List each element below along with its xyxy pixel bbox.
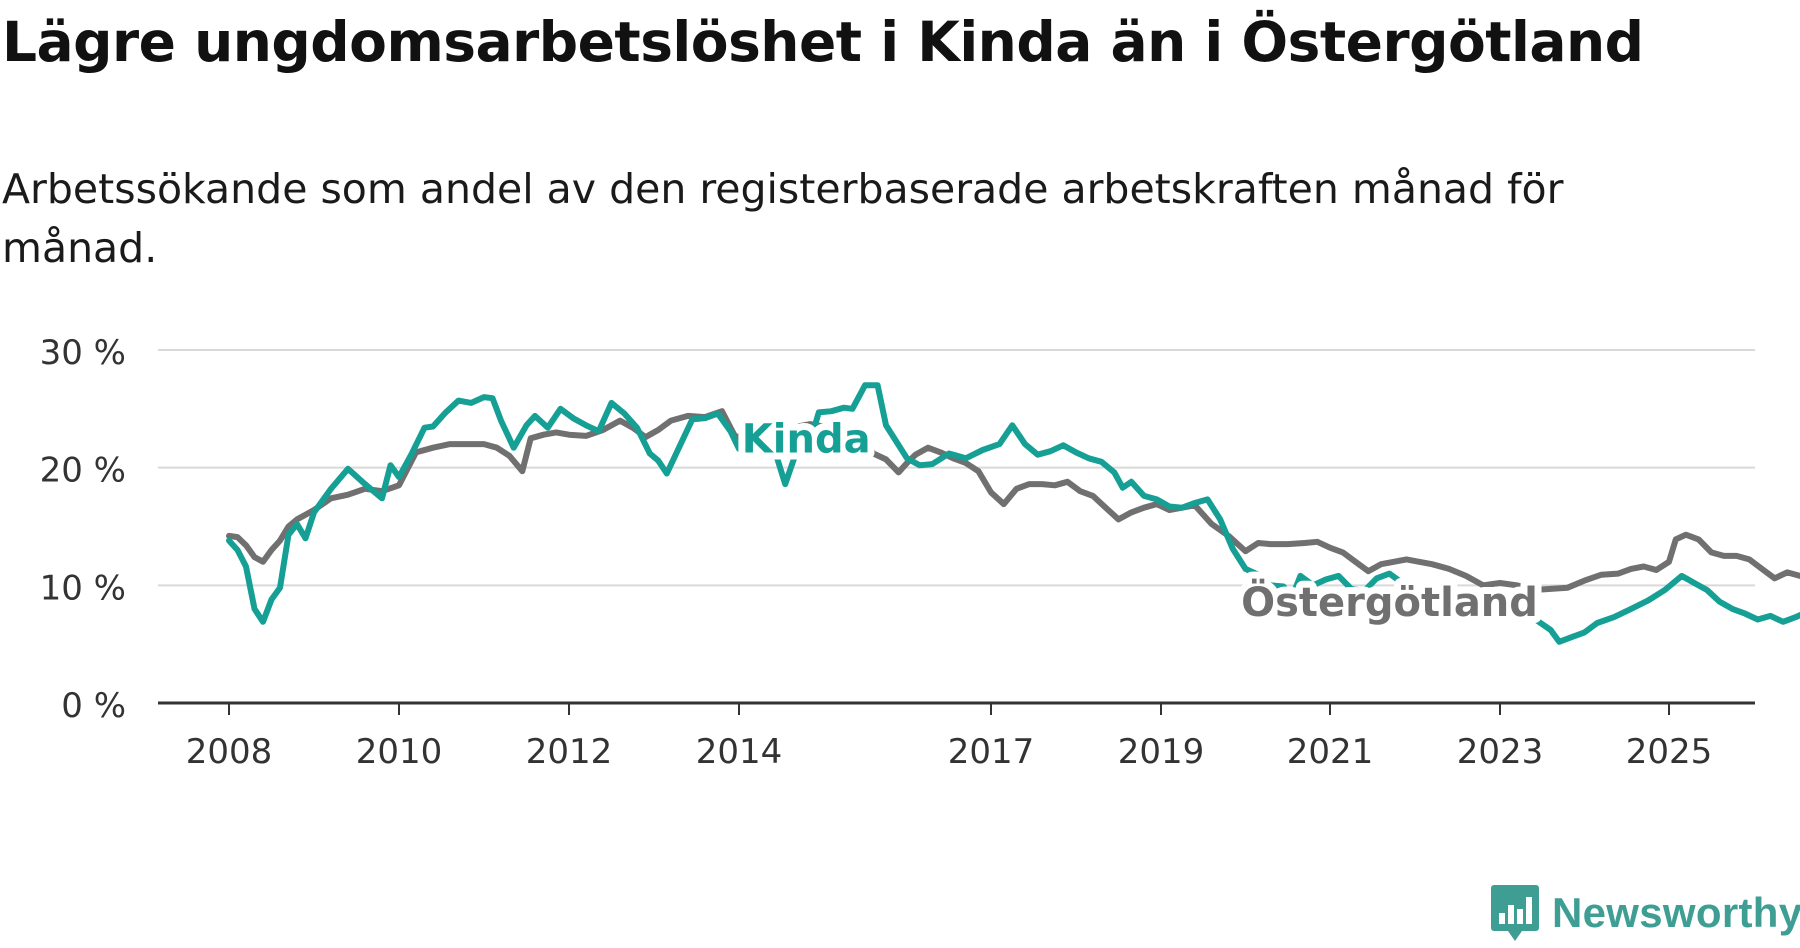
x-tick-label: 2010 bbox=[356, 732, 443, 772]
y-tick-label: 10 % bbox=[40, 568, 126, 608]
x-tick-label: 2014 bbox=[696, 732, 783, 772]
x-tick-label: 2025 bbox=[1626, 732, 1713, 772]
brand-logo: Newsworthy bbox=[1490, 880, 1800, 946]
inline-label-östergötland: Östergötland bbox=[1241, 578, 1538, 626]
x-tick-label: 2008 bbox=[186, 732, 273, 772]
x-tick-label: 2023 bbox=[1457, 732, 1544, 772]
y-tick-label: 20 % bbox=[40, 451, 126, 491]
newsworthy-logo-icon bbox=[1491, 885, 1539, 941]
x-tick-label: 2012 bbox=[526, 732, 613, 772]
x-tick-label: 2021 bbox=[1287, 732, 1374, 772]
y-tick-label: 0 % bbox=[61, 686, 126, 726]
y-tick-label: 30 % bbox=[40, 333, 126, 373]
page-subtitle: Arbetssökande som andel av den registerb… bbox=[2, 165, 1564, 272]
brand-name: Newsworthy bbox=[1552, 889, 1800, 936]
x-tick-label: 2019 bbox=[1118, 732, 1205, 772]
x-tick-label: 2017 bbox=[948, 732, 1035, 772]
page-title: Lägre ungdomsarbetslöshet i Kinda än i Ö… bbox=[2, 10, 1644, 74]
series-line-kinda bbox=[226, 382, 1800, 645]
inline-label-kinda: Kinda bbox=[742, 416, 871, 462]
